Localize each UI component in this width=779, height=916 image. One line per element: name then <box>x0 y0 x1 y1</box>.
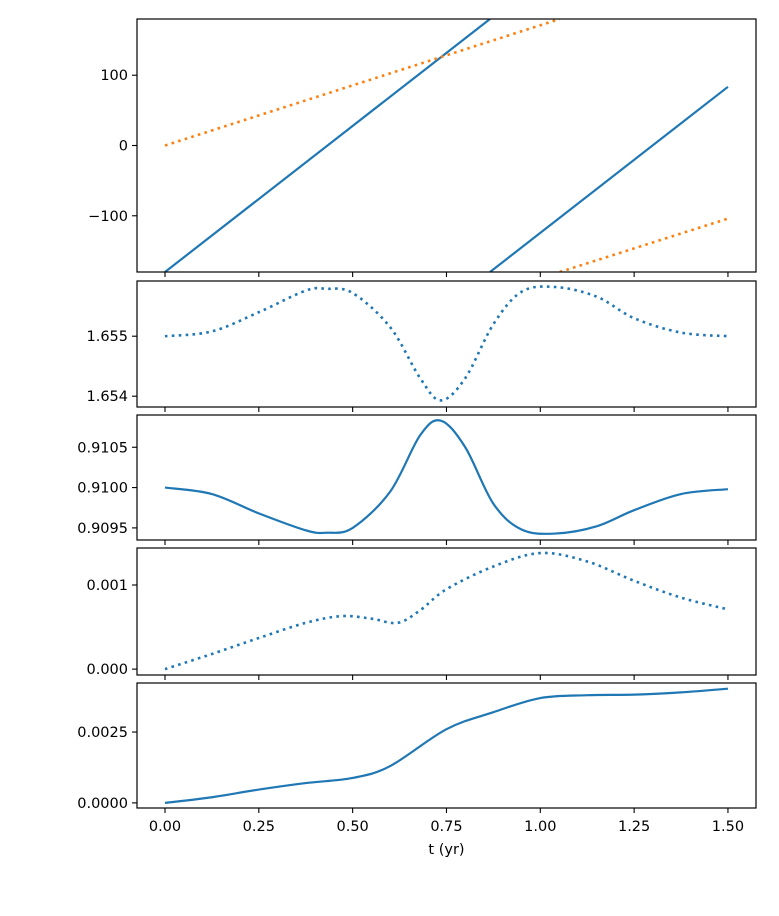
series-2-line-segment <box>164 19 561 147</box>
series-1-line-segment <box>164 687 729 804</box>
y-tick-label: 0.9095 <box>77 521 128 537</box>
y-tick-label: 0.0000 <box>77 796 128 812</box>
axes-frame <box>136 547 757 676</box>
axes-frame <box>136 414 757 541</box>
x-tick-label: 0.50 <box>337 819 369 835</box>
y-tick-label: 100 <box>100 68 128 84</box>
subplot-2: 1.655 1.654 <box>86 280 757 412</box>
y-tick-label: 0.000 <box>86 662 128 678</box>
series-1-line-segment <box>164 551 729 671</box>
subplot-4: 0.001 0.000 <box>86 547 757 680</box>
x-tick-label: 0.00 <box>149 819 181 835</box>
x-tick-label: 0.75 <box>430 819 462 835</box>
subplot-5: 0.0025 0.0000 0.00 0.25 0.50 0.75 1.00 1.25 1.50… <box>77 682 757 858</box>
axes-frame <box>136 18 757 273</box>
y-tick-label: 1.654 <box>86 389 128 405</box>
y-tick-label: −100 <box>88 209 128 225</box>
series-1-line-segment <box>489 85 729 272</box>
x-tick-label: 1.25 <box>618 819 650 835</box>
y-tick-label: 0.9100 <box>77 481 128 497</box>
series-2-line-segment <box>559 217 729 272</box>
x-tick-label: 1.00 <box>524 819 556 835</box>
series-1-line-segment <box>164 419 729 535</box>
x-tick-label: 1.50 <box>712 819 744 835</box>
subplot-1: 100 0 −100 <box>88 18 757 277</box>
y-tick-label: 0.9105 <box>77 440 128 456</box>
y-tick-label: 0.001 <box>86 578 128 594</box>
subplot-3: 0.9105 0.9100 0.9095 <box>77 414 757 545</box>
y-tick-label: 0.0025 <box>77 725 128 741</box>
series-1-line-segment <box>164 285 729 402</box>
x-axis-title: t (yr) <box>428 842 464 858</box>
axes-frame <box>136 682 757 809</box>
x-tick-label: 0.25 <box>243 819 275 835</box>
y-tick-label: 1.655 <box>86 329 128 345</box>
axes-frame <box>136 280 757 408</box>
series-1-line-segment <box>164 19 491 272</box>
y-tick-label: 0 <box>119 139 128 155</box>
